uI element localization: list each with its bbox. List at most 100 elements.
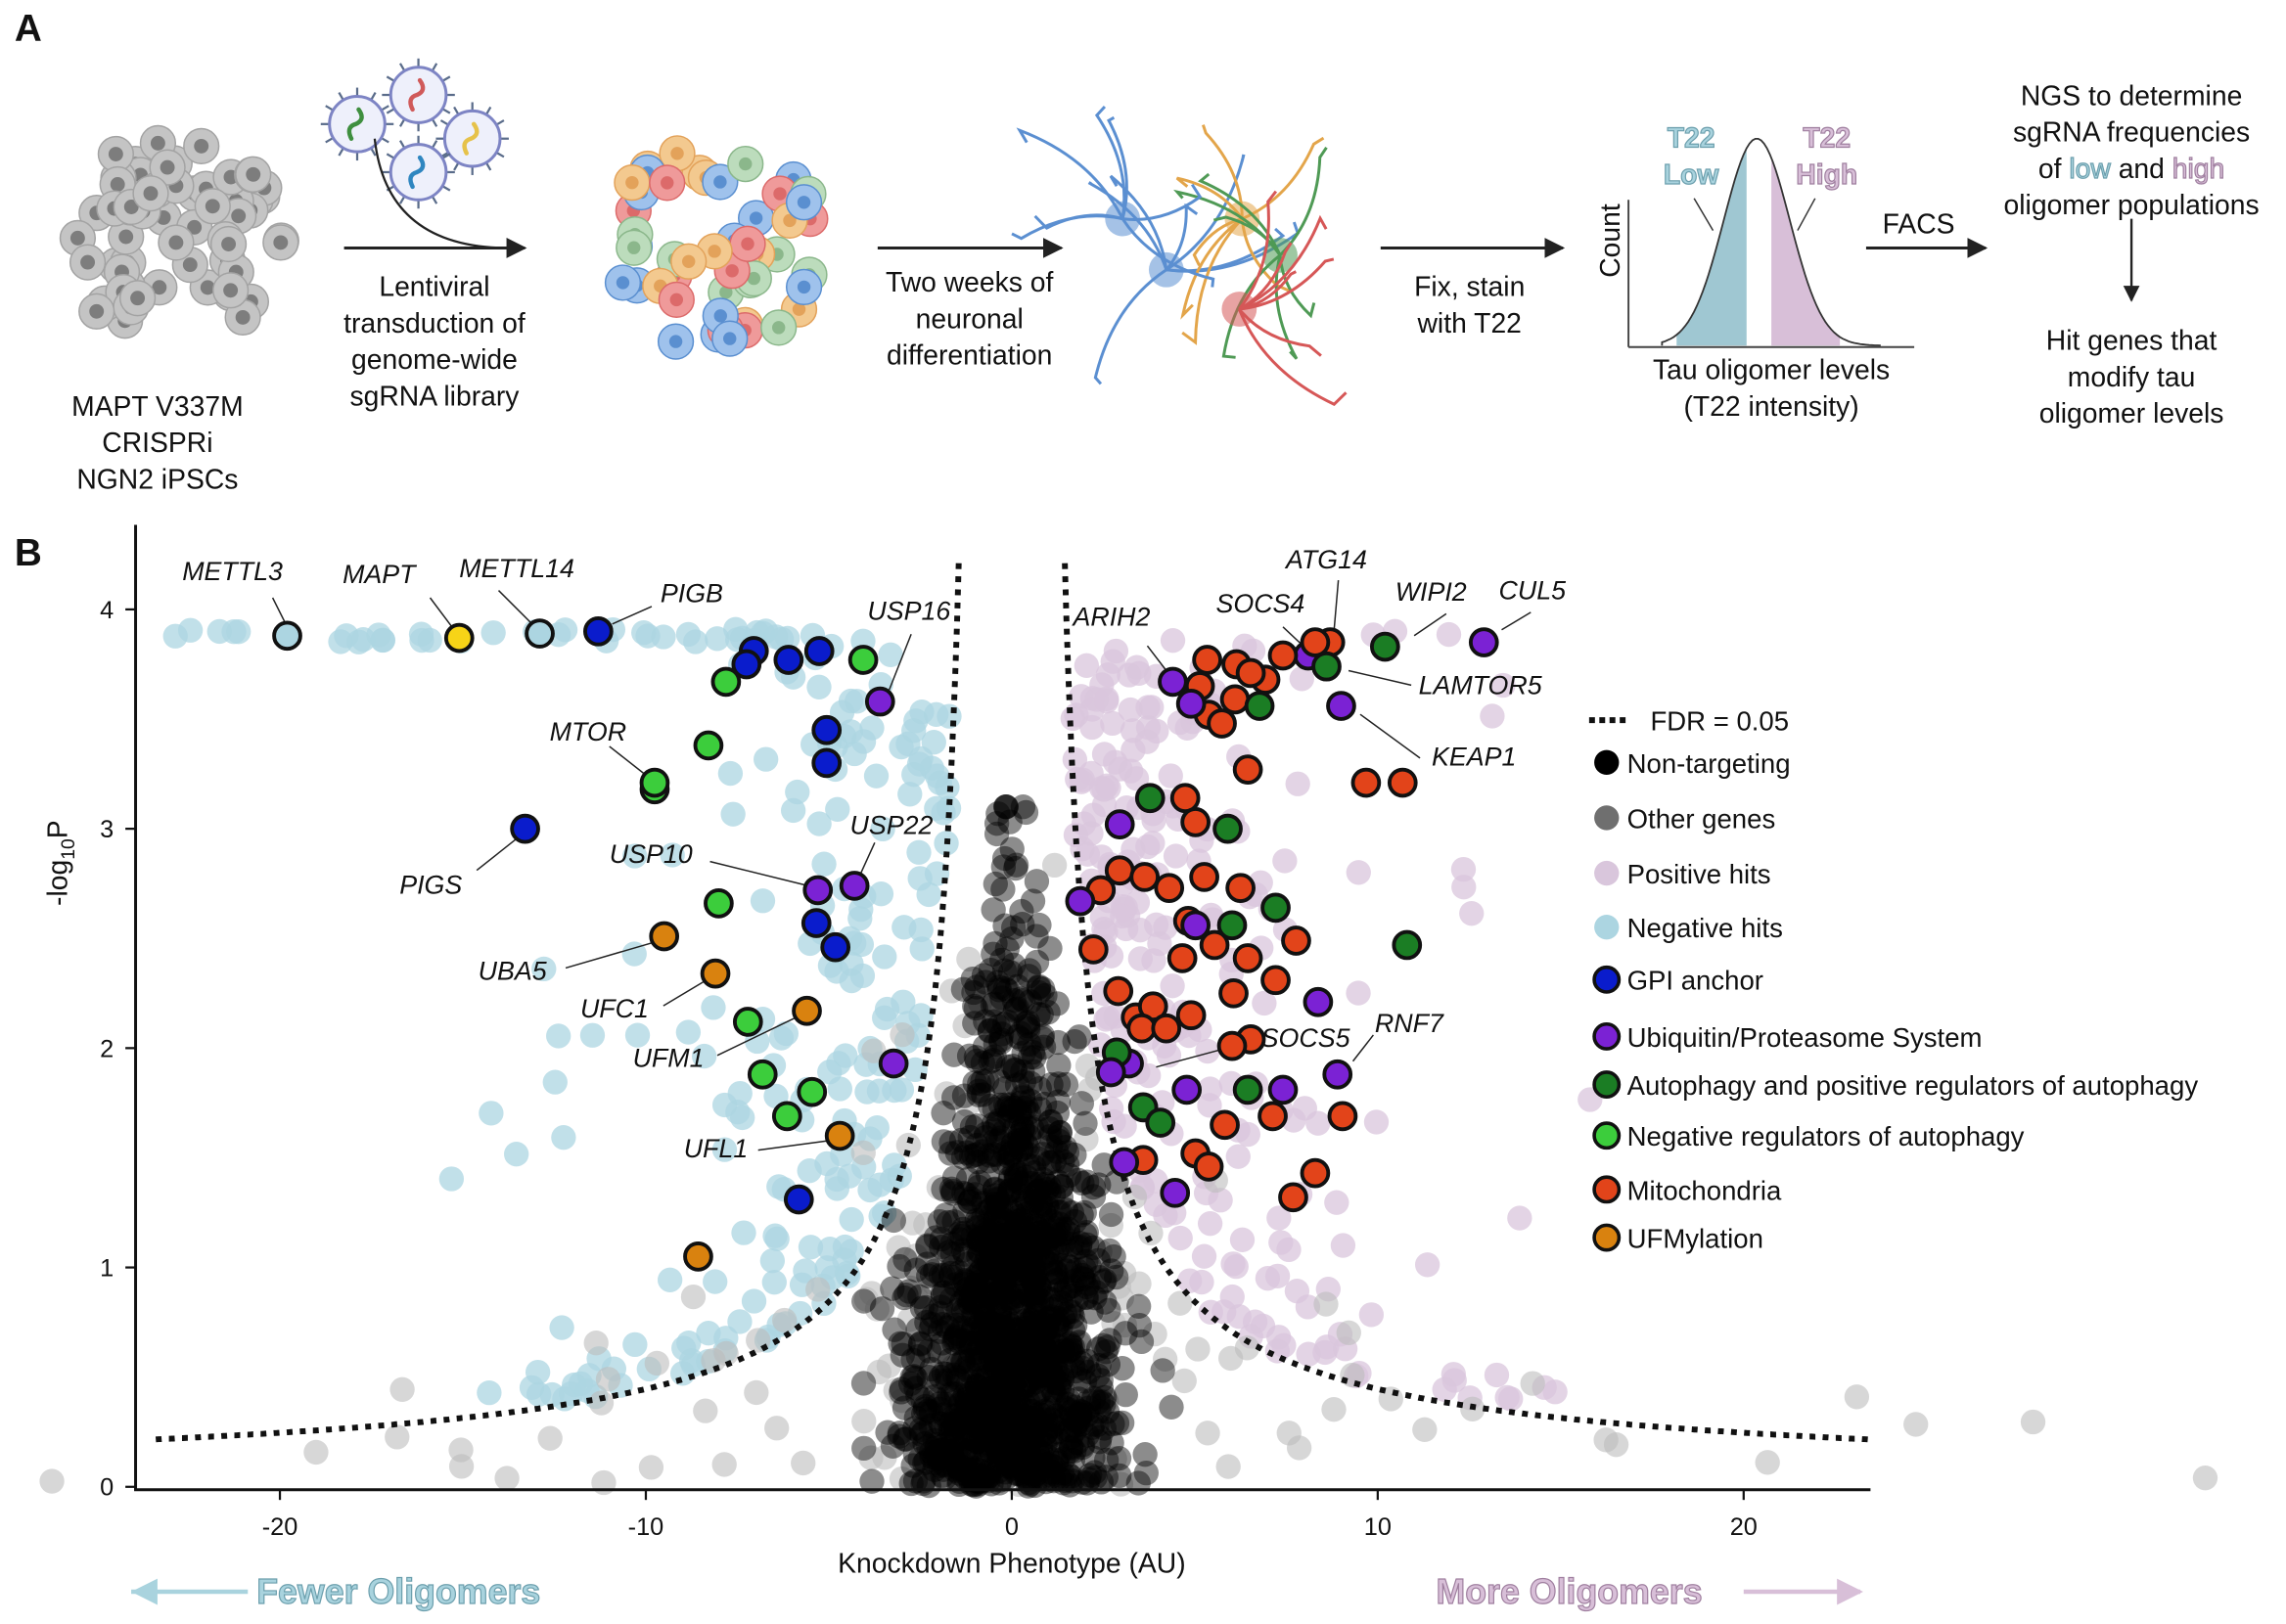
non-targeting-point — [1004, 973, 1030, 999]
non-targeting-point — [1092, 1384, 1118, 1411]
non-targeting-point — [980, 1219, 1005, 1244]
non-targeting-point — [966, 1351, 991, 1377]
gpi-anchor-point — [803, 636, 835, 666]
non-targeting-point — [981, 1246, 1006, 1272]
nucleus-icon — [625, 175, 639, 190]
non-targeting-point — [991, 1321, 1017, 1346]
non-targeting-point — [1030, 1356, 1057, 1381]
negative-hit-point — [785, 779, 810, 805]
non-targeting-point — [1031, 1398, 1057, 1424]
other-gene-point — [864, 1296, 891, 1322]
other-gene-point — [1313, 1291, 1339, 1317]
non-targeting-point — [982, 1358, 1007, 1383]
non-targeting-point — [1027, 979, 1052, 1006]
negative-hit-point — [872, 1005, 897, 1031]
non-targeting-point — [984, 1313, 1010, 1338]
non-targeting-point — [1034, 1195, 1061, 1221]
non-targeting-point — [1045, 1372, 1072, 1397]
gene-point-mapt — [443, 622, 475, 654]
negative-hit-point — [868, 881, 894, 907]
non-targeting-point — [1029, 976, 1056, 1002]
non-targeting-point — [1017, 1373, 1042, 1398]
non-targeting-point — [1010, 1252, 1035, 1278]
nucleus-icon — [723, 332, 737, 345]
positive-hit-point — [1451, 875, 1477, 900]
non-targeting-point — [1011, 1439, 1036, 1465]
non-targeting-point — [952, 1458, 978, 1483]
other-gene-point — [494, 1466, 520, 1491]
non-targeting-point — [903, 1405, 929, 1430]
non-targeting-point — [996, 1211, 1023, 1237]
non-targeting-point — [956, 1358, 982, 1384]
non-targeting-point — [1014, 1431, 1039, 1457]
other-gene-point — [1070, 1264, 1095, 1289]
non-targeting-point — [892, 1285, 917, 1311]
non-targeting-point — [1009, 1207, 1034, 1233]
non-targeting-point — [1025, 1346, 1050, 1372]
non-targeting-point — [1019, 1307, 1044, 1332]
autophagy-neg-point — [693, 730, 724, 761]
legend-swatch-autophagy-pos — [1592, 1070, 1622, 1100]
non-targeting-point — [1005, 1023, 1030, 1050]
non-targeting-point — [1004, 1425, 1030, 1451]
non-targeting-point — [1026, 1356, 1051, 1381]
non-targeting-point — [1070, 1265, 1095, 1291]
non-targeting-point — [999, 1421, 1025, 1448]
non-targeting-point — [989, 1316, 1015, 1341]
negative-hit-point — [723, 616, 749, 642]
non-targeting-point — [971, 1191, 996, 1216]
non-targeting-point — [1037, 1123, 1063, 1150]
non-targeting-point — [1008, 1188, 1034, 1214]
non-targeting-point — [1000, 1131, 1027, 1156]
non-targeting-point — [1012, 1393, 1038, 1419]
non-targeting-point — [992, 1257, 1018, 1284]
gpi-anchor-point — [820, 931, 851, 963]
non-targeting-point — [978, 1331, 1003, 1358]
non-targeting-point — [1017, 1320, 1042, 1346]
non-targeting-point — [932, 1451, 957, 1476]
non-targeting-point — [944, 1140, 970, 1165]
non-targeting-point — [980, 1048, 1006, 1073]
non-targeting-point — [979, 1282, 1005, 1308]
non-targeting-point — [993, 1416, 1019, 1441]
positive-hit-point — [1074, 841, 1101, 867]
non-targeting-point — [1047, 1119, 1073, 1146]
non-targeting-point — [1089, 1389, 1115, 1415]
non-targeting-point — [970, 1230, 996, 1255]
non-targeting-point — [982, 1044, 1007, 1069]
non-targeting-point — [1060, 1304, 1085, 1330]
non-targeting-point — [1041, 1149, 1067, 1174]
facs-label: FACS — [1883, 208, 1955, 240]
non-targeting-point — [937, 1264, 964, 1289]
non-targeting-point — [1001, 1338, 1028, 1364]
non-targeting-point — [938, 1176, 965, 1202]
non-targeting-point — [1047, 1119, 1074, 1146]
leader-line — [716, 1015, 800, 1057]
negative-hit-point — [549, 1315, 574, 1340]
negative-hit-point — [366, 622, 391, 648]
non-targeting-point — [977, 1017, 1003, 1043]
non-targeting-point — [977, 1324, 1002, 1350]
non-targeting-point — [960, 1224, 985, 1249]
non-targeting-point — [989, 1178, 1015, 1204]
non-targeting-point — [986, 1242, 1012, 1269]
ngs-caption-4: oligomer populations — [2004, 189, 2260, 220]
positive-hit-point — [1542, 1379, 1568, 1405]
non-targeting-point — [1017, 1311, 1043, 1336]
non-targeting-point — [1024, 1231, 1049, 1256]
ubiquitin-point — [1303, 986, 1334, 1017]
non-targeting-point — [968, 1409, 993, 1434]
non-targeting-point — [941, 1331, 967, 1356]
other-gene-point — [850, 1140, 876, 1165]
non-targeting-point — [937, 1439, 963, 1465]
mitochondria-point — [1166, 943, 1198, 973]
non-targeting-point — [1039, 1336, 1065, 1363]
non-targeting-point — [972, 1463, 997, 1489]
non-targeting-point — [1159, 1394, 1184, 1420]
mitochondria-point — [1154, 873, 1185, 904]
non-targeting-point — [1033, 1317, 1059, 1343]
non-targeting-point — [869, 1296, 895, 1322]
positive-hit-point — [1208, 1188, 1233, 1213]
non-targeting-point — [913, 1294, 939, 1321]
non-targeting-point — [1025, 1337, 1050, 1363]
